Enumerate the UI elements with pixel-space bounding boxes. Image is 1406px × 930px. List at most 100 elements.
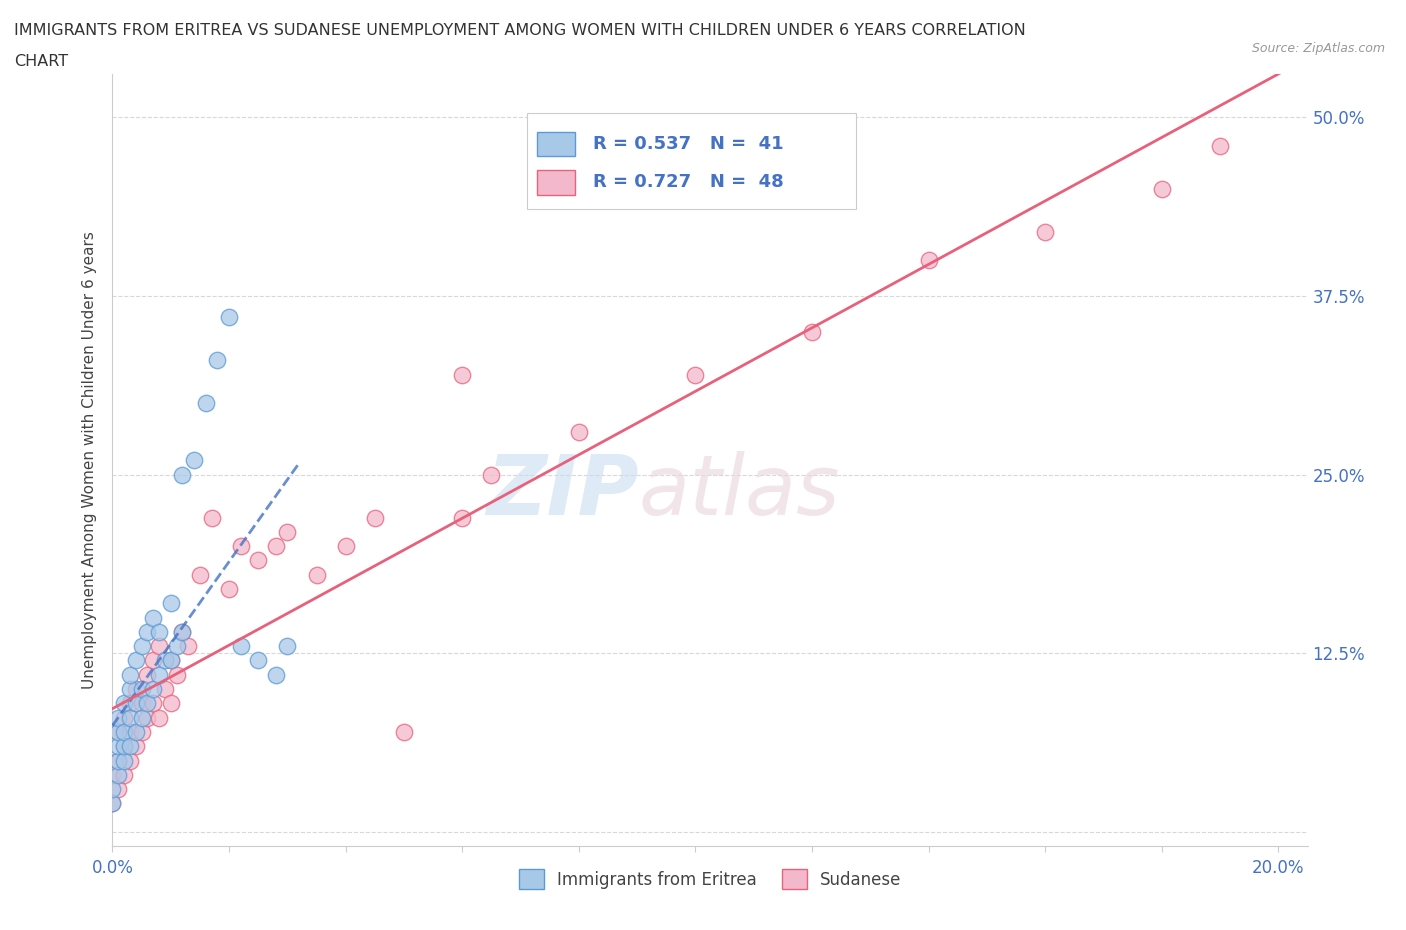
Point <box>166 639 188 654</box>
Point <box>148 624 170 639</box>
Point <box>364 510 387 525</box>
Point <box>153 682 176 697</box>
Point <box>118 724 141 739</box>
Point <box>917 253 939 268</box>
Point <box>177 639 200 654</box>
Text: atlas: atlas <box>638 451 839 532</box>
Point <box>107 724 129 739</box>
Point <box>125 682 148 697</box>
Point <box>131 711 153 725</box>
Text: IMMIGRANTS FROM ERITREA VS SUDANESE UNEMPLOYMENT AMONG WOMEN WITH CHILDREN UNDER: IMMIGRANTS FROM ERITREA VS SUDANESE UNEM… <box>14 23 1026 38</box>
Point <box>112 711 135 725</box>
Point <box>125 738 148 753</box>
Point <box>159 653 181 668</box>
Point <box>107 711 129 725</box>
Point <box>107 753 129 768</box>
Point <box>118 668 141 683</box>
Point <box>1033 224 1056 239</box>
Point <box>112 767 135 782</box>
Point <box>101 796 124 811</box>
Text: R = 0.727   N =  48: R = 0.727 N = 48 <box>593 174 783 192</box>
Point <box>218 581 240 596</box>
Point <box>481 467 503 482</box>
Point <box>159 596 181 611</box>
Point <box>101 782 124 797</box>
Point <box>153 653 176 668</box>
Point <box>183 453 205 468</box>
Point <box>172 624 194 639</box>
Bar <box>537 170 575 194</box>
Point <box>172 624 194 639</box>
Point <box>118 738 141 753</box>
Point <box>142 696 165 711</box>
Point <box>131 696 153 711</box>
Point <box>112 738 135 753</box>
Point <box>142 653 165 668</box>
Point <box>101 767 124 782</box>
Point <box>801 325 824 339</box>
Point <box>112 724 135 739</box>
Point <box>229 639 252 654</box>
Point <box>247 653 270 668</box>
Point <box>125 653 148 668</box>
Point <box>264 538 287 553</box>
Bar <box>537 131 575 156</box>
Point <box>131 724 153 739</box>
Point <box>136 696 159 711</box>
Point <box>118 682 141 697</box>
Point <box>101 796 124 811</box>
FancyBboxPatch shape <box>527 113 856 209</box>
Text: R = 0.537   N =  41: R = 0.537 N = 41 <box>593 135 783 153</box>
Point <box>136 624 159 639</box>
Point <box>142 682 165 697</box>
Point <box>107 738 129 753</box>
Point <box>218 310 240 325</box>
Point <box>247 553 270 568</box>
Point <box>118 696 141 711</box>
Point <box>148 668 170 683</box>
Point <box>172 467 194 482</box>
Point <box>685 367 707 382</box>
Point <box>229 538 252 553</box>
Point <box>1150 181 1173 196</box>
Text: CHART: CHART <box>14 54 67 69</box>
Point <box>131 682 153 697</box>
Point <box>112 696 135 711</box>
Point <box>188 567 211 582</box>
Point <box>568 424 591 439</box>
Point <box>125 696 148 711</box>
Point <box>125 724 148 739</box>
Point <box>131 639 153 654</box>
Legend: Immigrants from Eritrea, Sudanese: Immigrants from Eritrea, Sudanese <box>512 862 908 896</box>
Text: Source: ZipAtlas.com: Source: ZipAtlas.com <box>1251 42 1385 55</box>
Point <box>207 352 229 367</box>
Point <box>305 567 328 582</box>
Point <box>451 367 474 382</box>
Point <box>112 738 135 753</box>
Point <box>264 668 287 683</box>
Point <box>194 396 217 411</box>
Text: ZIP: ZIP <box>485 451 638 532</box>
Point <box>112 753 135 768</box>
Point <box>148 711 170 725</box>
Point <box>107 753 129 768</box>
Point <box>142 610 165 625</box>
Point <box>107 724 129 739</box>
Point <box>136 668 159 683</box>
Point <box>1209 139 1232 153</box>
Point <box>118 753 141 768</box>
Point <box>107 782 129 797</box>
Point <box>118 711 141 725</box>
Point <box>335 538 357 553</box>
Point <box>276 525 298 539</box>
Point <box>136 711 159 725</box>
Y-axis label: Unemployment Among Women with Children Under 6 years: Unemployment Among Women with Children U… <box>82 232 97 689</box>
Point <box>159 696 181 711</box>
Point <box>276 639 298 654</box>
Point <box>166 668 188 683</box>
Point <box>148 639 170 654</box>
Point <box>159 653 181 668</box>
Point <box>107 767 129 782</box>
Point <box>200 510 222 525</box>
Point <box>451 510 474 525</box>
